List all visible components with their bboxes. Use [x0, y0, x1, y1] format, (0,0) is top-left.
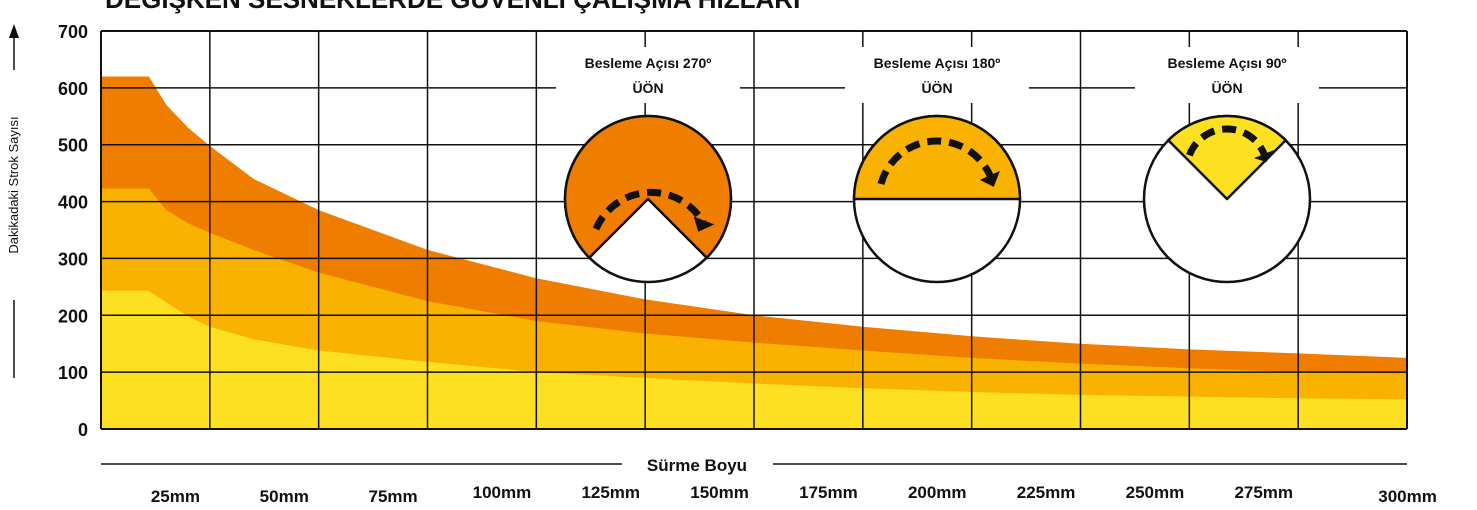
y-axis-label-group: Dakikadaki Strok Sayısı	[6, 24, 21, 378]
x-tick-label: 225mm	[1017, 483, 1076, 502]
x-tick-label: 300mm	[1378, 487, 1437, 506]
x-tick-label: 25mm	[151, 487, 200, 506]
y-tick-label: 500	[58, 136, 88, 156]
annotation-box	[556, 47, 740, 103]
x-tick-label: 200mm	[908, 483, 967, 502]
dashed-arrow-arc	[592, 188, 707, 231]
feed-angle-180: Besleme Açısı 180º ÜÖN	[845, 47, 1029, 284]
x-tick-label: 100mm	[473, 483, 532, 502]
x-tick-label: 250mm	[1126, 483, 1185, 502]
arrow-head-icon	[693, 216, 715, 232]
feed-angle-270: Besleme Açısı 270º ÜÖN	[556, 47, 740, 284]
dashed-arrow-arc	[877, 137, 995, 185]
chart-title: DEĞİŞKEN SESNEKLERDE GÜVENLİ ÇALIŞMA HIZ…	[105, 0, 800, 14]
annotation-title: Besleme Açısı 90º	[1168, 55, 1287, 71]
x-tick-labels: 25mm 50mm 75mm 100mm 125mm 150mm 175mm 200mm 225…	[151, 483, 1437, 506]
y-tick-labels: 0 100 200 300 400 500 600 700	[58, 22, 88, 440]
y-tick-label: 600	[58, 79, 88, 99]
y-tick-label: 0	[78, 420, 88, 440]
y-axis-label: Dakikadaki Strok Sayısı	[6, 116, 21, 253]
x-tick-label: 50mm	[260, 487, 309, 506]
angle-sector	[1167, 114, 1287, 201]
y-tick-label: 100	[58, 363, 88, 383]
x-axis-label-group: Sürme Boyu	[101, 456, 1407, 475]
annotation-title: Besleme Açısı 180º	[874, 55, 1001, 71]
y-tick-label: 700	[58, 22, 88, 42]
feed-angle-90: Besleme Açısı 90º ÜÖN	[1135, 47, 1319, 284]
feed-angle-annotations: Besleme Açısı 270º ÜÖN Besleme Açısı 180º Ü…	[556, 47, 1319, 284]
dashed-arrow-arc	[1186, 125, 1268, 157]
x-axis-label: Sürme Boyu	[647, 456, 747, 475]
x-tick-label: 125mm	[581, 483, 640, 502]
y-axis-arrow-head	[9, 24, 19, 38]
angle-sector	[852, 114, 1022, 201]
arrow-head-icon	[1253, 149, 1275, 163]
annotation-box	[845, 47, 1029, 103]
x-tick-label: 75mm	[369, 487, 418, 506]
x-tick-label: 150mm	[690, 483, 749, 502]
x-tick-label: 275mm	[1234, 483, 1293, 502]
annotation-title: Besleme Açısı 270º	[585, 55, 712, 71]
y-tick-label: 300	[58, 249, 88, 269]
angle-sector	[563, 114, 733, 259]
annotation-label: ÜÖN	[921, 80, 952, 96]
y-tick-label: 400	[58, 193, 88, 213]
arrow-head-icon	[979, 170, 1000, 187]
annotation-label: ÜÖN	[1211, 80, 1242, 96]
y-tick-label: 200	[58, 306, 88, 326]
annotation-box	[1135, 47, 1319, 103]
x-tick-label: 175mm	[799, 483, 858, 502]
annotation-label: ÜÖN	[632, 80, 663, 96]
